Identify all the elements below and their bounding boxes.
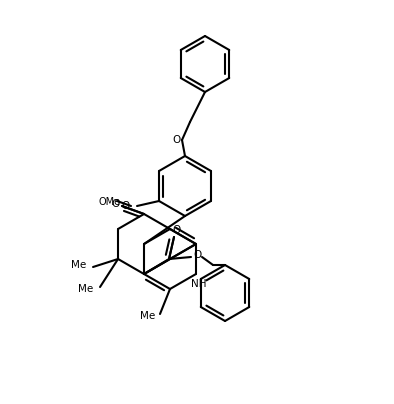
Text: O: O [172,225,180,235]
Text: O: O [111,199,119,209]
Text: O: O [193,250,201,260]
Text: O: O [121,201,129,211]
Text: Me: Me [78,284,94,294]
Text: O: O [173,135,181,145]
Text: Me: Me [71,260,87,270]
Text: OMe: OMe [99,197,121,207]
Text: Me: Me [140,311,156,321]
Text: NH: NH [191,279,207,289]
